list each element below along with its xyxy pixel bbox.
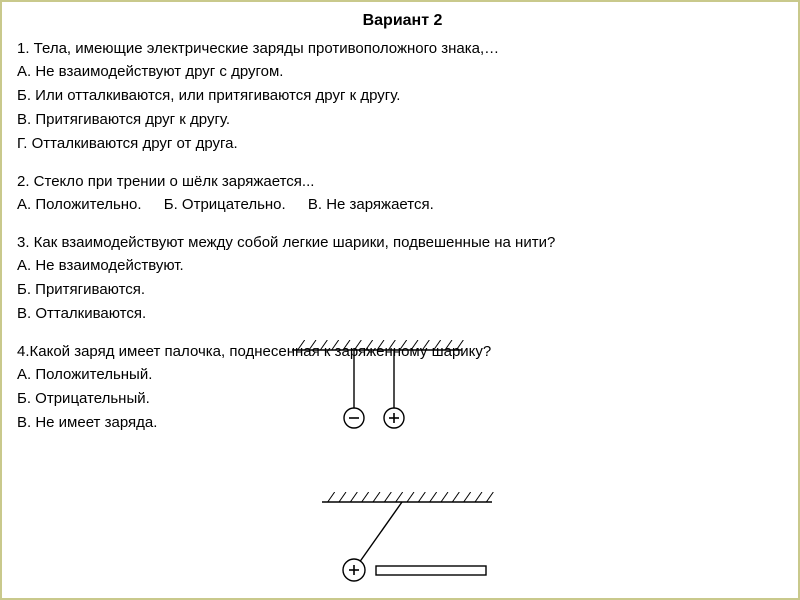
spacer bbox=[17, 327, 788, 341]
ball-rod-diagram-icon bbox=[292, 492, 512, 587]
page-title: Вариант 2 bbox=[17, 12, 788, 30]
question-3: 3. Как взаимодействуют между собой легки… bbox=[17, 232, 788, 324]
q2-option-c: В. Не заряжается. bbox=[308, 196, 434, 213]
q4-diagram bbox=[292, 492, 512, 587]
q1-option-d: Г. Отталкиваются друг от друга. bbox=[17, 133, 788, 154]
pendulum-diagram-icon bbox=[292, 340, 472, 430]
q2-option-a: А. Положительно. bbox=[17, 196, 142, 213]
q3-option-b: Б. Притягиваются. bbox=[17, 279, 788, 300]
q2-option-b: Б. Отрицательно. bbox=[164, 196, 286, 213]
q2-options: А. Положительно. Б. Отрицательно. В. Не … bbox=[17, 194, 788, 215]
spacer bbox=[17, 157, 788, 171]
q3-option-a: А. Не взаимодействуют. bbox=[17, 255, 788, 276]
q1-option-b: Б. Или отталкиваются, или притягиваются … bbox=[17, 85, 788, 106]
q1-option-c: В. Притягиваются друг к другу. bbox=[17, 109, 788, 130]
q1-option-a: А. Не взаимодействуют друг с другом. bbox=[17, 61, 788, 82]
spacer bbox=[17, 218, 788, 232]
q2-stem: 2. Стекло при трении о шёлк заряжается..… bbox=[17, 171, 788, 192]
worksheet-page: Вариант 2 1. Тела, имеющие электрические… bbox=[0, 0, 800, 600]
question-1: 1. Тела, имеющие электрические заряды пр… bbox=[17, 38, 788, 154]
q3-option-c: В. Отталкиваются. bbox=[17, 303, 788, 324]
q3-diagram bbox=[292, 340, 472, 430]
question-2: 2. Стекло при трении о шёлк заряжается..… bbox=[17, 171, 788, 215]
q3-stem: 3. Как взаимодействуют между собой легки… bbox=[17, 232, 788, 253]
q1-stem: 1. Тела, имеющие электрические заряды пр… bbox=[17, 38, 788, 59]
